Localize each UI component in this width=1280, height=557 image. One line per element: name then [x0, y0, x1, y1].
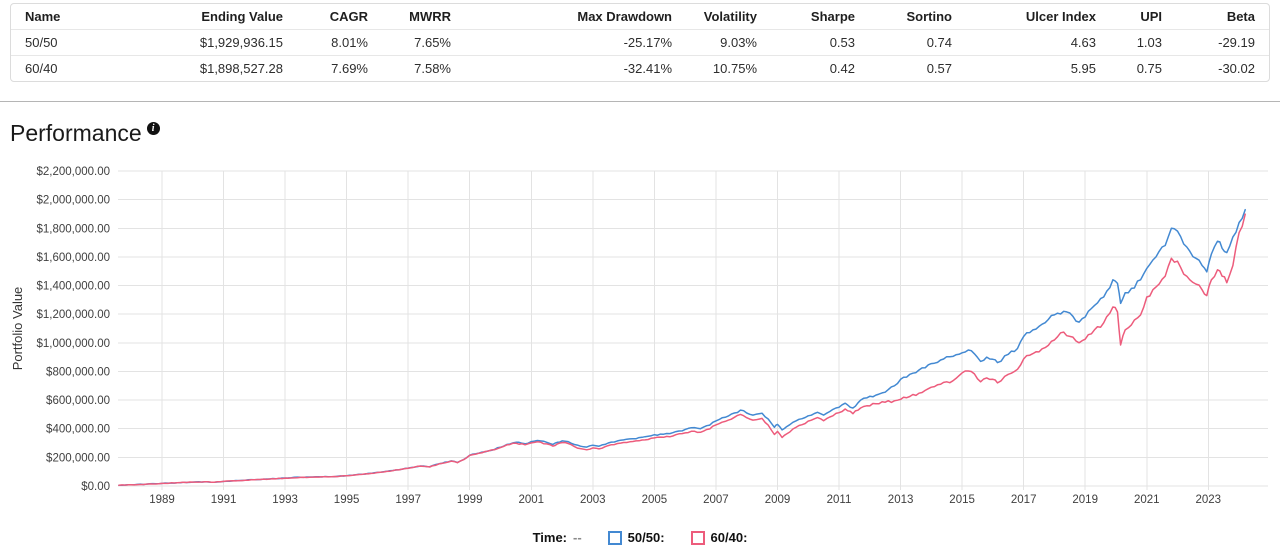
table-cell: 9.03% [720, 35, 757, 50]
svg-text:$200,000.00: $200,000.00 [46, 452, 110, 464]
y-axis-title: Portfolio Value [10, 287, 25, 371]
svg-text:1991: 1991 [211, 494, 237, 506]
table-cell: $1,898,527.28 [199, 61, 283, 76]
table-row: 50/50 $1,929,936.15 8.01% 7.65% -25.17% 9.03%… [11, 29, 1269, 56]
svg-text:2011: 2011 [827, 494, 852, 506]
svg-text:2005: 2005 [642, 494, 668, 506]
chart-svg[interactable]: $0.00 $200,000.00 $400,000.00 $600,000.00 $8… [0, 154, 1280, 510]
legend-item-6040[interactable]: 60/40: [690, 530, 748, 545]
table-cell: 10.75% [712, 61, 757, 76]
svg-text:$2,200,000.00: $2,200,000.00 [36, 166, 110, 178]
svg-text:1995: 1995 [334, 494, 360, 506]
svg-text:2019: 2019 [1072, 494, 1098, 506]
svg-text:$1,000,000.00: $1,000,000.00 [36, 338, 110, 350]
legend-swatch-5050-checkbox[interactable] [607, 530, 622, 545]
table-row: 60/40 $1,898,527.28 7.69% 7.58% -32.41% 10.75… [11, 55, 1269, 82]
header-cell: Beta [1226, 9, 1255, 24]
svg-text:$1,600,000.00: $1,600,000.00 [36, 252, 110, 264]
table-cell: 8.01% [331, 35, 368, 50]
table-cell: 0.53 [829, 35, 855, 50]
svg-text:1997: 1997 [395, 494, 421, 506]
table-cell: 0.57 [926, 61, 952, 76]
table-cell: -29.19 [1218, 35, 1255, 50]
legend-time-value: -- [573, 530, 582, 545]
table-header-row: Name Ending Value CAGR MWRR Max Drawdown Vola… [11, 4, 1269, 30]
table-cell: -32.41% [623, 61, 672, 76]
series-50-50-line[interactable] [118, 208, 1246, 487]
section-header: Performance i [10, 118, 1280, 148]
svg-text:2023: 2023 [1196, 494, 1222, 506]
svg-text:$0.00: $0.00 [81, 481, 110, 493]
performance-title: Performance [10, 120, 142, 146]
table-cell: 0.75 [1136, 61, 1162, 76]
table-cell: 4.63 [1070, 35, 1096, 50]
svg-text:2021: 2021 [1134, 494, 1160, 506]
legend-label-6040: 60/40: [710, 530, 748, 545]
svg-text:$1,800,000.00: $1,800,000.00 [36, 223, 110, 235]
legend-time: Time: -- [533, 530, 582, 545]
legend-swatch-6040-checkbox[interactable] [690, 530, 705, 545]
table-cell: -30.02 [1218, 61, 1255, 76]
header-cell: Ulcer Index [1025, 9, 1096, 24]
table-cell: 1.03 [1136, 35, 1162, 50]
table-cell: -25.17% [623, 35, 672, 50]
legend-item-5050[interactable]: 50/50: [607, 530, 665, 545]
svg-text:$800,000.00: $800,000.00 [46, 367, 110, 379]
header-cell: MWRR [409, 9, 451, 24]
gridlines [118, 170, 1268, 490]
info-icon[interactable]: i [146, 121, 160, 135]
svg-text:1999: 1999 [457, 494, 483, 506]
header-cell: Sharpe [810, 9, 855, 24]
header-cell: Ending Value [201, 9, 283, 24]
series-60-40-line[interactable] [118, 213, 1246, 487]
legend-time-label: Time: [532, 530, 567, 545]
svg-text:2001: 2001 [519, 494, 545, 506]
performance-page: Name Ending Value CAGR MWRR Max Drawdown Vola… [0, 3, 1280, 545]
header-cell: CAGR [329, 9, 368, 24]
stats-table-card: Name Ending Value CAGR MWRR Max Drawdown Vola… [10, 3, 1270, 82]
section-divider [0, 101, 1280, 102]
svg-text:$600,000.00: $600,000.00 [46, 395, 110, 407]
svg-text:2015: 2015 [949, 494, 975, 506]
header-cell: Max Drawdown [577, 9, 672, 24]
svg-text:2007: 2007 [703, 494, 729, 506]
performance-chart: $0.00 $200,000.00 $400,000.00 $600,000.00 $8… [0, 154, 1280, 545]
table-cell: 7.69% [331, 61, 368, 76]
svg-text:$1,400,000.00: $1,400,000.00 [36, 281, 110, 293]
table-cell: 50/50 [25, 35, 58, 50]
svg-text:1993: 1993 [272, 494, 298, 506]
chart-legend: Time: -- 50/50: 60/40: [0, 530, 1280, 545]
stats-table: Name Ending Value CAGR MWRR Max Drawdown Vola… [11, 4, 1269, 81]
header-cell: Sortino [906, 9, 953, 24]
svg-text:$1,200,000.00: $1,200,000.00 [36, 309, 110, 321]
svg-text:$400,000.00: $400,000.00 [46, 424, 110, 436]
svg-text:$2,000,000.00: $2,000,000.00 [36, 195, 110, 207]
table-cell: 0.42 [829, 61, 855, 76]
svg-text:1989: 1989 [149, 494, 175, 506]
table-cell: 0.74 [926, 35, 952, 50]
header-cell: Name [25, 9, 61, 24]
header-cell: Volatility [703, 9, 757, 24]
table-cell: 7.65% [414, 35, 451, 50]
table-cell: 5.95 [1070, 61, 1096, 76]
x-axis-labels: 1989 1991 1993 1995 1997 1999 2001 2003 2005 2007… [149, 494, 1221, 506]
table-cell: 60/40 [25, 61, 58, 76]
svg-text:2009: 2009 [765, 494, 791, 506]
header-cell: UPI [1140, 9, 1162, 24]
svg-text:2003: 2003 [580, 494, 606, 506]
svg-text:2017: 2017 [1011, 494, 1037, 506]
svg-text:2013: 2013 [888, 494, 914, 506]
legend-label-5050: 50/50: [627, 530, 665, 545]
table-cell: $1,929,936.15 [199, 35, 283, 50]
y-axis-labels: $0.00 $200,000.00 $400,000.00 $600,000.00 $8… [36, 166, 110, 493]
table-cell: 7.58% [414, 61, 451, 76]
